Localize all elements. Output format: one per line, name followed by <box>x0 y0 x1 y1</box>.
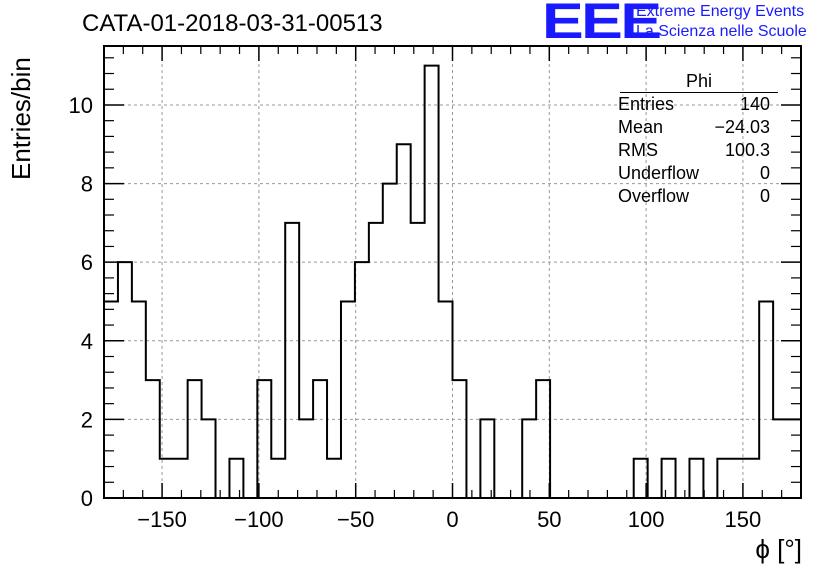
histogram-bin <box>536 380 550 498</box>
y-tick-label: 4 <box>81 329 93 354</box>
tick-labels: −150 −100 −50 0 50 100 150 0 2 4 6 8 10 <box>69 93 762 532</box>
y-tick-label: 6 <box>81 250 93 275</box>
histogram-bin <box>397 144 411 498</box>
stats-value: 100.3 <box>724 140 770 160</box>
run-title: CATA-01-2018-03-31-00513 <box>82 10 383 37</box>
x-tick-label: −50 <box>337 507 374 532</box>
logo-line-2: La Scienza nelle Scuole <box>636 23 807 40</box>
histogram-bin <box>689 459 703 498</box>
stats-title: Phi <box>620 70 778 93</box>
stats-value: 0 <box>759 186 770 206</box>
histogram-bin <box>118 262 132 498</box>
stats-row-mean: Mean −24.03 <box>610 116 778 139</box>
stats-row-underflow: Underflow 0 <box>610 162 778 185</box>
histogram-bin <box>411 223 425 498</box>
histogram-outline <box>104 64 801 499</box>
eee-logo: EEE <box>542 0 662 49</box>
histogram-bin <box>341 301 355 498</box>
stats-label: Underflow <box>618 163 700 183</box>
axis-ticks <box>103 46 802 499</box>
histogram-bin <box>132 301 146 498</box>
y-tick-label: 0 <box>81 486 93 511</box>
histogram-bin <box>662 459 676 498</box>
histogram-bin <box>480 419 494 498</box>
histogram-bin <box>522 419 536 498</box>
stats-value: 140 <box>739 94 770 114</box>
histogram-bin <box>439 301 453 498</box>
histogram-bin <box>188 380 202 498</box>
stats-box: Phi Entries 140 Mean −24.03 RMS 100.3 Un… <box>610 70 778 208</box>
y-tick-label: 10 <box>69 93 93 118</box>
x-axis-label: ϕ [°] <box>755 534 802 564</box>
stats-row-overflow: Overflow 0 <box>610 185 778 208</box>
histogram-bin <box>717 459 731 498</box>
stats-value: 0 <box>759 163 770 183</box>
histogram-bin <box>787 419 801 498</box>
histogram-bin <box>146 380 160 498</box>
histogram-bin <box>229 459 243 498</box>
histogram-bin <box>174 459 188 498</box>
y-tick-label: 8 <box>81 172 93 197</box>
stats-value: −24.03 <box>714 117 770 137</box>
stats-label: Mean <box>618 117 664 137</box>
logo-caption: Extreme Energy Events La Scienza nelle S… <box>636 2 807 42</box>
histogram-bin <box>257 380 271 498</box>
histogram-bin <box>299 419 313 498</box>
x-tick-label: 50 <box>537 507 561 532</box>
histogram-bin <box>745 459 759 498</box>
histogram-bin <box>425 66 439 498</box>
logo-line-1: Extreme Energy Events <box>636 3 805 20</box>
histogram-bin <box>453 380 467 498</box>
histogram-bin <box>355 262 369 498</box>
x-tick-label: 150 <box>725 507 762 532</box>
histogram-bin <box>369 223 383 498</box>
stats-row-entries: Entries 140 <box>610 93 778 116</box>
histogram-bin <box>759 301 773 498</box>
x-tick-label: 100 <box>628 507 665 532</box>
histogram-bin <box>313 380 327 498</box>
stats-label: Overflow <box>618 186 690 206</box>
histogram-bin <box>202 419 216 498</box>
x-tick-label: −100 <box>234 507 284 532</box>
histogram-bin <box>104 301 118 498</box>
histogram-bin <box>285 223 299 498</box>
stats-row-rms: RMS 100.3 <box>610 139 778 162</box>
stats-label: Entries <box>618 94 675 114</box>
stats-label: RMS <box>618 140 658 160</box>
histogram-bin <box>327 459 341 498</box>
x-tick-label: 0 <box>446 507 458 532</box>
x-tick-label: −150 <box>137 507 187 532</box>
y-tick-label: 2 <box>81 407 93 432</box>
histogram-bin <box>773 419 787 498</box>
